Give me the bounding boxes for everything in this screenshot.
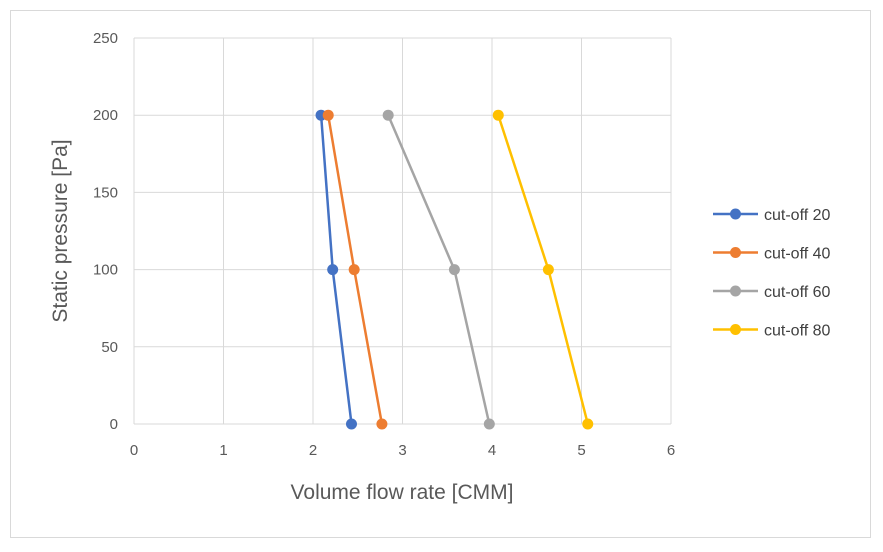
series-3 — [382, 109, 495, 430]
data-point — [322, 109, 334, 121]
legend: cut-off 20 cut-off 40 cut-off 60 cut-off 80 — [713, 207, 831, 340]
legend-marker — [730, 247, 741, 258]
x-tick-label: 4 — [488, 442, 496, 459]
legend-item: cut-off 20 — [713, 207, 831, 224]
x-tick-label: 6 — [667, 442, 675, 459]
legend-marker — [730, 208, 741, 220]
legend-marker — [730, 324, 741, 335]
series-2 — [322, 109, 388, 430]
data-point — [348, 264, 360, 276]
legend-item: cut-off 80 — [713, 323, 831, 340]
y-tick-label: 250 — [93, 30, 118, 47]
series-4 — [492, 109, 594, 430]
data-point — [542, 264, 554, 276]
y-axis-title: Static pressure [Pa] — [49, 139, 72, 322]
y-tick-label: 0 — [110, 416, 118, 433]
legend-label: cut-off 20 — [764, 207, 831, 224]
legend-label: cut-off 40 — [764, 246, 831, 263]
legend-item: cut-off 40 — [713, 246, 831, 263]
chart-frame — [10, 10, 871, 538]
legend-label: cut-off 80 — [764, 323, 831, 340]
data-point — [376, 418, 388, 430]
legend-label: cut-off 60 — [764, 284, 831, 301]
x-tick-label: 1 — [219, 442, 227, 459]
legend-item: cut-off 60 — [713, 284, 831, 301]
data-point — [345, 418, 357, 430]
data-point — [327, 264, 339, 276]
data-point — [382, 109, 394, 121]
data-point — [448, 264, 460, 276]
x-tick-label: 0 — [130, 442, 138, 459]
x-tick-label: 2 — [309, 442, 317, 459]
y-tick-label: 100 — [93, 262, 118, 279]
x-tick-label: 3 — [398, 442, 406, 459]
legend-marker — [730, 285, 741, 297]
series-1 — [315, 109, 357, 430]
x-tick-label: 5 — [577, 442, 585, 459]
y-tick-label: 50 — [101, 339, 118, 356]
data-point — [582, 418, 594, 430]
x-axis-title: Volume flow rate [CMM] — [291, 481, 514, 504]
data-point — [483, 418, 495, 430]
data-point — [492, 109, 504, 121]
y-tick-label: 150 — [93, 184, 118, 201]
y-tick-label: 200 — [93, 107, 118, 124]
